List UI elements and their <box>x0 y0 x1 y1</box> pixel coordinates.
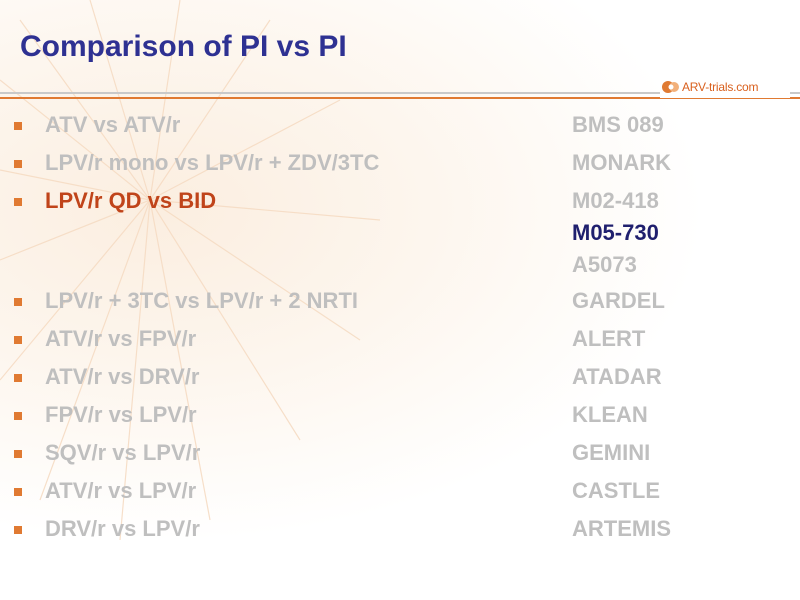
comparison-label: LPV/r QD vs BID <box>45 188 217 213</box>
comparison-label: LPV/r + 3TC vs LPV/r + 2 NRTI <box>45 288 358 313</box>
list-item: SQV/r vs LPV/r GEMINI <box>0 440 800 474</box>
comparison-label: ATV/r vs FPV/r <box>45 326 197 351</box>
list-item: M05-730 <box>0 220 800 254</box>
logo-icon <box>662 81 679 93</box>
comparison-label: ATV/r vs LPV/r <box>45 478 197 503</box>
bullet-icon <box>14 198 22 206</box>
bullet-icon <box>14 336 22 344</box>
study-name-highlighted: M05-730 <box>572 220 659 245</box>
comparison-label: FPV/r vs LPV/r <box>45 402 197 427</box>
study-name: CASTLE <box>572 478 660 503</box>
list-item: ATV/r vs DRV/r ATADAR <box>0 364 800 398</box>
bullet-icon <box>14 412 22 420</box>
list-item: ATV/r vs LPV/r CASTLE <box>0 478 800 512</box>
bullet-icon <box>14 160 22 168</box>
page-title: Comparison of PI vs PI <box>20 30 347 63</box>
study-name: ALERT <box>572 326 646 351</box>
comparison-label: ATV/r vs DRV/r <box>45 364 200 389</box>
logo-text: ARV-trials.com <box>682 80 759 94</box>
divider-grey <box>0 92 800 94</box>
list-item: ATV/r vs FPV/r ALERT <box>0 326 800 360</box>
study-name: BMS 089 <box>572 112 664 137</box>
study-name: GARDEL <box>572 288 665 313</box>
comparison-label: ATV vs ATV/r <box>45 112 181 137</box>
list-item: A5073 <box>0 252 800 286</box>
list-item: LPV/r mono vs LPV/r + ZDV/3TC MONARK <box>0 150 800 184</box>
bullet-icon <box>14 298 22 306</box>
study-name: M02-418 <box>572 188 659 213</box>
logo: ARV-trials.com <box>660 76 790 98</box>
study-name: A5073 <box>572 252 637 277</box>
study-name: MONARK <box>572 150 671 175</box>
bullet-icon <box>14 488 22 496</box>
bullet-icon <box>14 122 22 130</box>
list-item: DRV/r vs LPV/r ARTEMIS <box>0 516 800 550</box>
list-item: FPV/r vs LPV/r KLEAN <box>0 402 800 436</box>
comparison-label: LPV/r mono vs LPV/r + ZDV/3TC <box>45 150 380 175</box>
bullet-icon <box>14 526 22 534</box>
bullet-icon <box>14 374 22 382</box>
divider-orange <box>0 97 800 99</box>
list-item: LPV/r + 3TC vs LPV/r + 2 NRTI GARDEL <box>0 288 800 322</box>
list-item-highlighted: LPV/r QD vs BID M02-418 <box>0 188 800 222</box>
list-item: ATV vs ATV/r BMS 089 <box>0 112 800 146</box>
study-name: KLEAN <box>572 402 648 427</box>
comparison-label: SQV/r vs LPV/r <box>45 440 201 465</box>
study-name: GEMINI <box>572 440 651 465</box>
comparison-label: DRV/r vs LPV/r <box>45 516 200 541</box>
study-name: ATADAR <box>572 364 662 389</box>
study-name: ARTEMIS <box>572 516 671 541</box>
bullet-icon <box>14 450 22 458</box>
